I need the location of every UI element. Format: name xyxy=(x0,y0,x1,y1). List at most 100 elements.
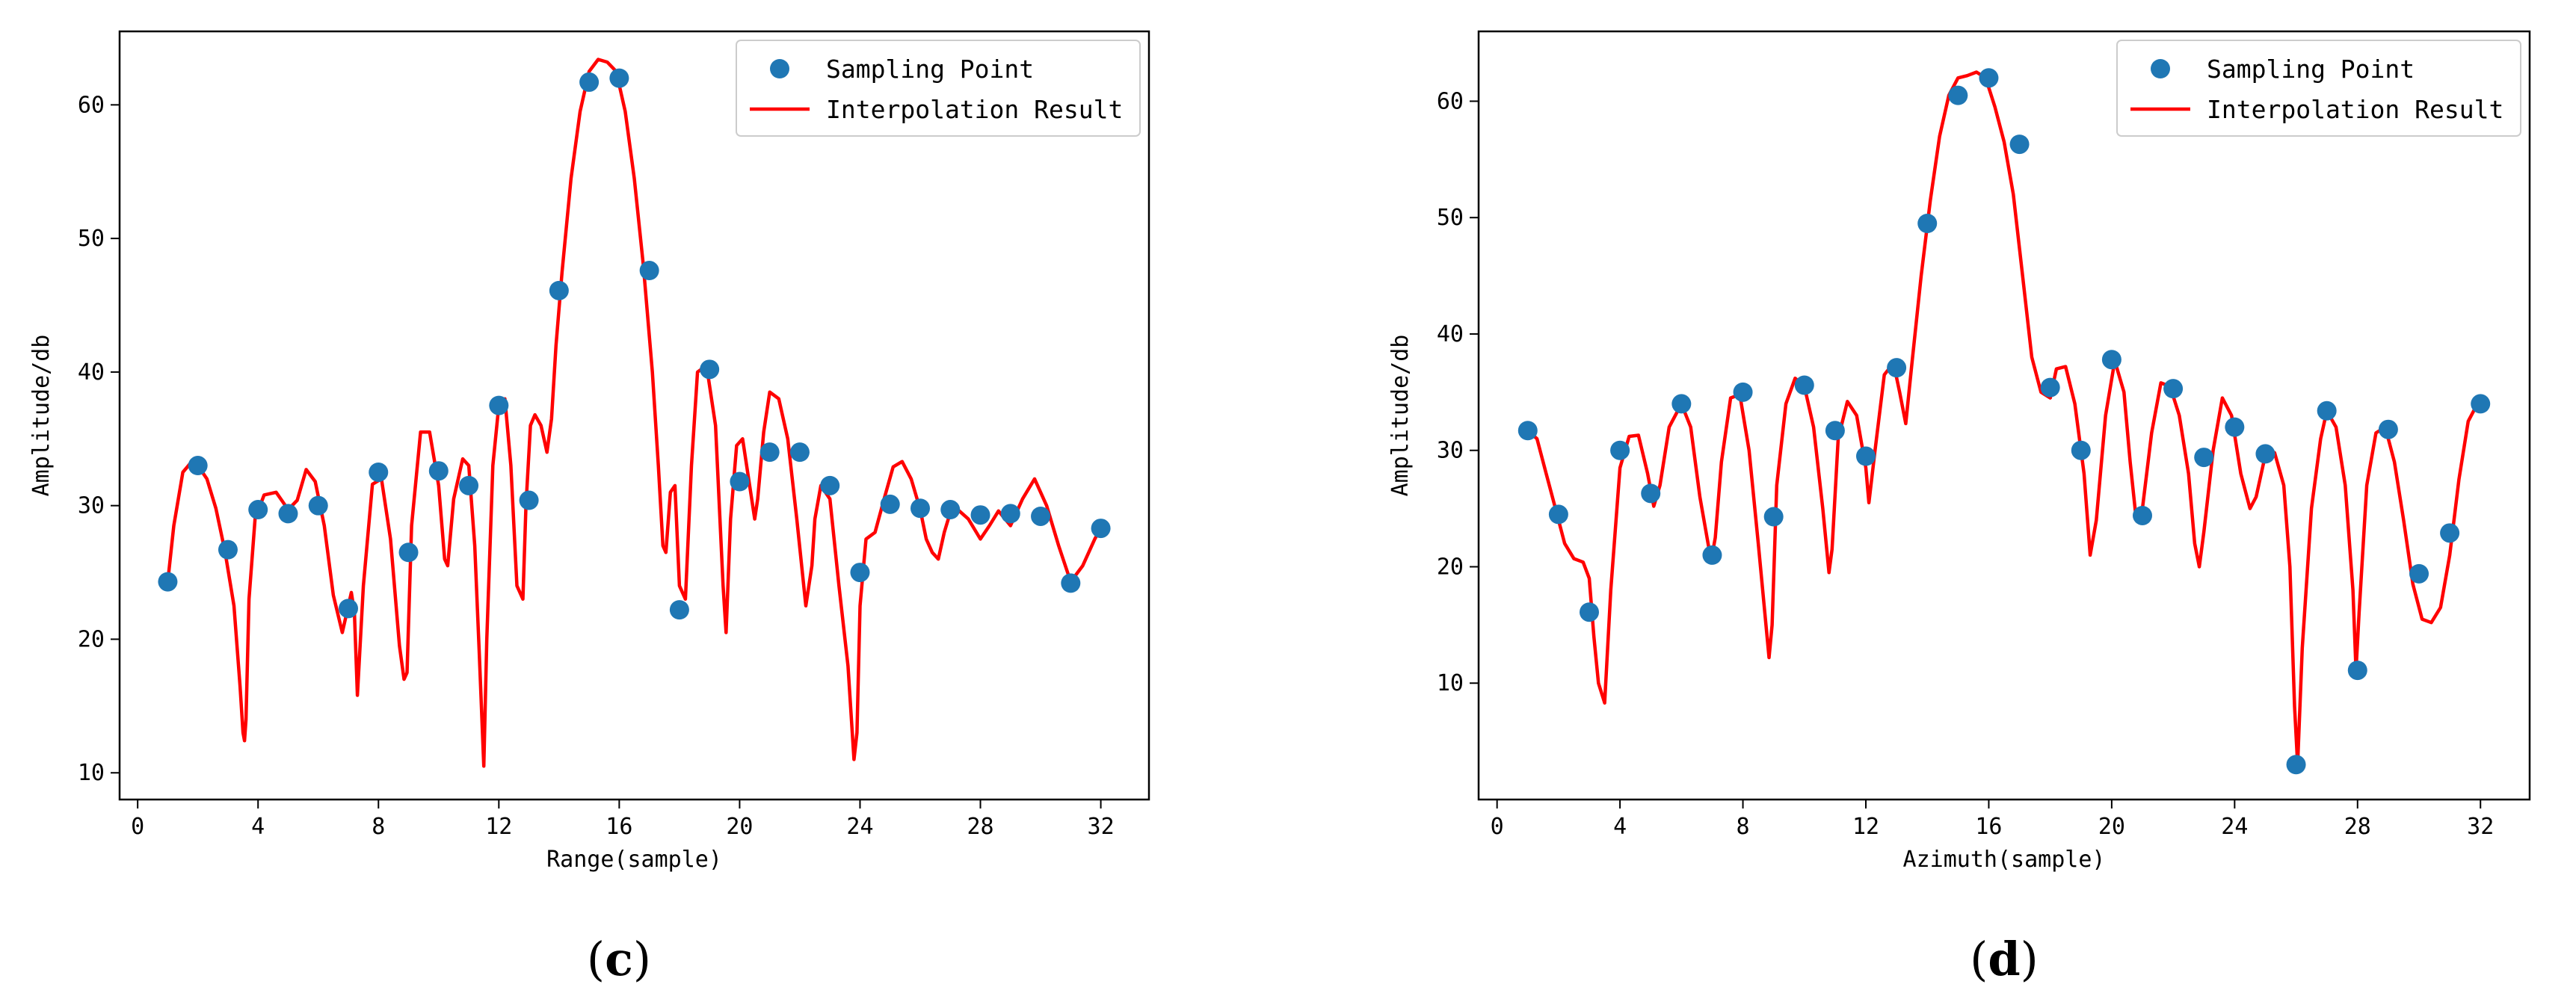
y-axis-label: Amplitude/db xyxy=(1387,335,1414,497)
x-tick-label: 12 xyxy=(485,814,512,840)
x-tick-label: 32 xyxy=(2467,814,2494,840)
sampling-point xyxy=(2471,394,2491,414)
sampling-point xyxy=(1548,504,1568,525)
sampling-point xyxy=(1091,519,1111,539)
legend-box xyxy=(2116,40,2521,137)
panel-letter: c xyxy=(605,932,633,986)
y-tick-label: 50 xyxy=(1437,205,1464,231)
x-tick-label: 24 xyxy=(846,814,873,840)
x-tick-label: 32 xyxy=(1088,814,1115,840)
sampling-point xyxy=(789,442,810,463)
y-tick-label: 50 xyxy=(78,226,105,252)
sampling-point xyxy=(940,500,961,520)
x-tick-label: 20 xyxy=(726,814,753,840)
sampling-point xyxy=(1856,446,1876,466)
panel-letter: d xyxy=(1988,932,2020,986)
y-tick-label: 10 xyxy=(1437,670,1464,696)
y-tick-label: 40 xyxy=(78,359,105,386)
sampling-point xyxy=(278,504,298,524)
sampling-point xyxy=(158,572,178,592)
y-tick-label: 20 xyxy=(78,626,105,652)
sampling-point xyxy=(1031,506,1051,526)
sampling-point xyxy=(308,495,328,516)
legend-label-interpolation: Interpolation Result xyxy=(826,95,1123,124)
x-axis-label: Range(sample) xyxy=(546,847,722,873)
sampling-point xyxy=(2286,755,2306,775)
x-tick-label: 4 xyxy=(251,814,265,840)
legend: Sampling Point Interpolation Result xyxy=(736,40,1141,137)
sampling-point xyxy=(489,395,509,415)
sampling-point xyxy=(248,500,268,520)
sampling-point xyxy=(2101,350,2121,370)
sampling-point xyxy=(218,539,238,560)
sampling-point xyxy=(2378,419,2398,439)
legend-label-interpolation: Interpolation Result xyxy=(2207,95,2503,124)
sampling-point xyxy=(579,72,600,92)
x-tick-label: 16 xyxy=(1975,814,2002,840)
legend-marker-sampling xyxy=(2151,59,2170,78)
y-tick-label: 20 xyxy=(1437,554,1464,580)
y-tick-label: 30 xyxy=(1437,438,1464,464)
y-tick-label: 60 xyxy=(1437,88,1464,114)
sampling-point xyxy=(369,462,389,482)
legend-box xyxy=(736,40,1141,137)
sampling-point xyxy=(188,456,208,476)
sampling-point xyxy=(1794,375,1814,395)
y-tick-label: 40 xyxy=(1437,321,1464,347)
chart-c: 0 4 8 12 16 20 24 28 32 10 20 30 40 50 60 Range(sample)… xyxy=(28,30,1150,986)
sampling-point xyxy=(700,359,720,380)
sampling-point xyxy=(2163,379,2184,399)
chart-d: 0 4 8 12 16 20 24 28 32 10 20 30 40 50 60 Azimuth(sampl… xyxy=(1387,30,2531,986)
sampling-point xyxy=(1733,382,1753,402)
sampling-point xyxy=(1825,421,1845,441)
sampling-point xyxy=(2347,661,2367,681)
x-tick-label: 28 xyxy=(2344,814,2371,840)
x-tick-label: 28 xyxy=(967,814,993,840)
x-tick-label: 24 xyxy=(2221,814,2248,840)
sampling-point xyxy=(2071,440,2091,460)
y-axis-label: Amplitude/db xyxy=(28,335,55,497)
sampling-point xyxy=(2440,523,2460,543)
sampling-point xyxy=(669,600,689,620)
x-tick-label: 8 xyxy=(372,814,385,840)
panel-label: (c) xyxy=(587,932,651,986)
sampling-point xyxy=(880,494,900,514)
sampling-point xyxy=(2133,505,2152,525)
x-tick-label: 20 xyxy=(2098,814,2125,840)
sampling-point xyxy=(2040,377,2060,398)
sampling-point xyxy=(759,442,780,463)
legend-label-sampling: Sampling Point xyxy=(2207,55,2415,84)
sampling-point xyxy=(970,505,990,525)
sampling-point xyxy=(1887,358,1907,378)
sampling-point xyxy=(2225,417,2245,437)
interpolation-curve xyxy=(1526,70,2481,767)
sampling-point xyxy=(730,471,750,492)
sampling-point xyxy=(398,542,419,563)
x-tick-label: 8 xyxy=(1737,814,1750,840)
x-tick-label: 4 xyxy=(1613,814,1627,840)
sampling-point xyxy=(2317,401,2337,421)
sampling-point xyxy=(609,68,629,88)
sampling-point xyxy=(2255,444,2275,464)
x-tick-label: 0 xyxy=(1491,814,1504,840)
plot-frame xyxy=(1477,30,2531,801)
sampling-point xyxy=(1000,504,1020,524)
sampling-point xyxy=(1979,68,1999,88)
sampling-point xyxy=(1580,602,1599,622)
sampling-point xyxy=(519,490,539,510)
sampling-point xyxy=(459,475,479,495)
sampling-point xyxy=(1763,507,1784,527)
sampling-point xyxy=(850,563,870,583)
sampling-point xyxy=(549,280,569,300)
sampling-point xyxy=(1702,545,1722,565)
sampling-point xyxy=(339,599,358,619)
plot-frame xyxy=(118,30,1150,801)
sampling-point xyxy=(1517,421,1538,441)
y-tick-label: 60 xyxy=(78,92,105,118)
x-tick-label: 12 xyxy=(1852,814,1879,840)
sampling-point xyxy=(2409,563,2429,584)
sampling-point xyxy=(639,261,659,281)
x-tick-label: 0 xyxy=(131,814,144,840)
sampling-point xyxy=(2194,448,2214,468)
